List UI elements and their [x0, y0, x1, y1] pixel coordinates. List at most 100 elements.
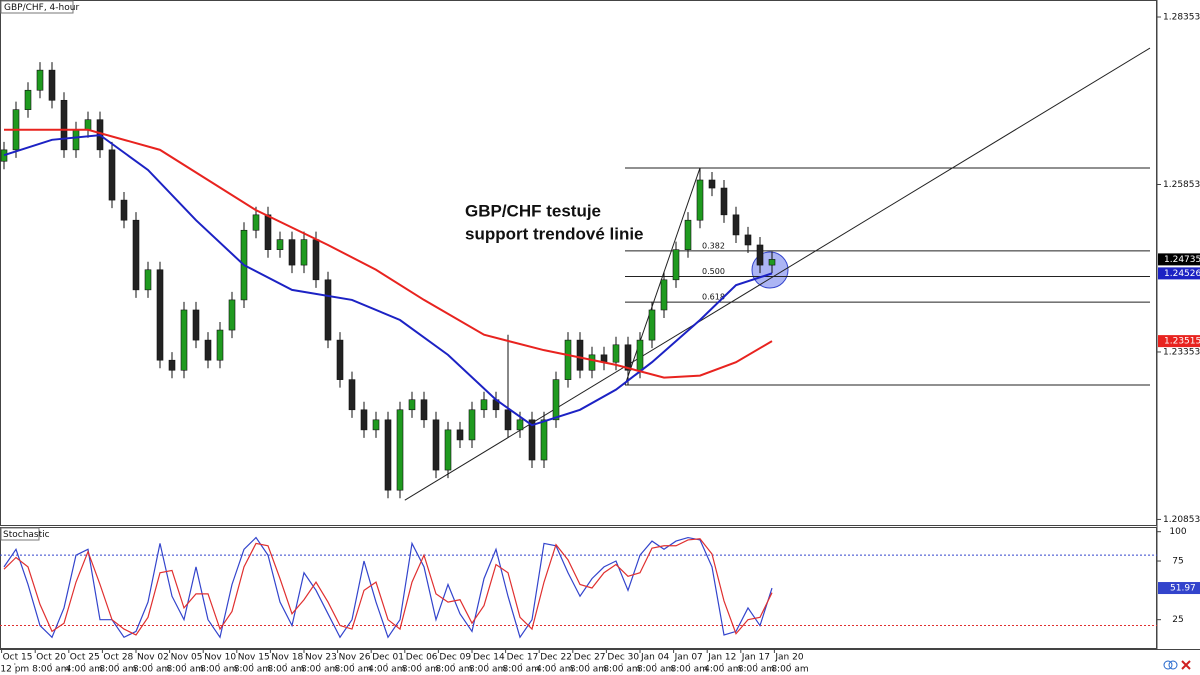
- candle-body: [36, 69, 44, 91]
- annotation: GBP/CHF testuje: [465, 201, 601, 220]
- stoch-tag: [1158, 582, 1200, 595]
- x-time-label: 4:00 am: [66, 665, 103, 675]
- stoch-frame: [0, 527, 1157, 649]
- candle-body: [672, 249, 680, 281]
- last-price-tag: [1158, 253, 1200, 266]
- x-time-label: 8:00 am: [301, 665, 338, 675]
- x-time-label: 8:00 am: [167, 665, 204, 675]
- x-time-label: 12 pm: [0, 665, 29, 675]
- x-time-label: 8:00 am: [234, 665, 271, 675]
- x-time-label: 8:00 am: [267, 665, 304, 675]
- icon[interactable]: [1163, 660, 1173, 670]
- x-tick-label: Jan 17: [741, 653, 770, 663]
- candle-body: [168, 359, 176, 371]
- stoch-title-box: [0, 527, 40, 541]
- x-tick-label: Nov 23: [305, 653, 337, 663]
- main-frame: [0, 0, 1157, 526]
- x-tick-label: Nov 10: [204, 653, 236, 663]
- icon[interactable]: [1168, 660, 1178, 670]
- x-time-label: 8:00 am: [469, 665, 506, 675]
- moving-average: [3, 134, 773, 427]
- x-tick-label: Nov 05: [171, 653, 203, 663]
- x-time-label: 8:00 am: [671, 665, 708, 675]
- candle-body: [624, 344, 632, 371]
- x-tick-label: Dec 30: [607, 653, 639, 663]
- y-tick-label: 25: [1172, 615, 1183, 625]
- candle-body: [72, 129, 80, 151]
- ma-tag: [1158, 267, 1200, 280]
- candle-body: [660, 279, 668, 311]
- icon[interactable]: [1181, 660, 1191, 670]
- ma-tag: [1158, 335, 1200, 348]
- candle-body: [60, 99, 68, 151]
- x-tick-label: Dec 06: [406, 653, 438, 663]
- x-tick-label: Jan 07: [674, 653, 703, 663]
- candle-body: [24, 89, 32, 110]
- candle-body: [228, 299, 236, 331]
- x-tick-label: Dec 14: [473, 653, 505, 663]
- candle-body: [684, 219, 692, 250]
- fib-label: 0.500: [702, 267, 725, 276]
- candle-body: [312, 239, 320, 281]
- candle-body: [456, 429, 464, 441]
- candle-body: [288, 239, 296, 266]
- x-tick-label: Jan 12: [707, 653, 736, 663]
- y-tick-label: 1.23353: [1163, 347, 1200, 357]
- candle-body: [612, 344, 620, 363]
- candle-body: [48, 69, 56, 101]
- chart-title: GBP/CHF, 4-hour: [4, 3, 79, 13]
- x-time-label: 8:00 am: [99, 665, 136, 675]
- candle-body: [444, 429, 452, 471]
- fib-label: 0.618: [702, 293, 725, 302]
- candle-body: [144, 269, 152, 291]
- x-time-label: 8:00 am: [435, 665, 472, 675]
- candle-body: [636, 339, 644, 371]
- candle-body: [360, 409, 368, 431]
- candle-body: [720, 187, 728, 216]
- candle-body: [0, 149, 8, 162]
- candle-body: [576, 339, 584, 371]
- candle-body: [192, 309, 200, 341]
- candle-body: [468, 409, 476, 441]
- x-tick-label: Dec 01: [372, 653, 404, 663]
- x-time-label: 8:00 am: [570, 665, 607, 675]
- candle-body: [276, 239, 284, 250]
- candle-body: [384, 419, 392, 491]
- x-time-label: 8:00 am: [32, 665, 69, 675]
- candle-body: [420, 399, 428, 421]
- candle-body: [252, 214, 260, 231]
- x-time-label: 8:00 am: [738, 665, 775, 675]
- candle-body: [84, 119, 92, 131]
- candle-body: [552, 379, 560, 421]
- toolbar-icons: [1163, 660, 1191, 670]
- x-tick-label: Oct 15: [3, 653, 33, 663]
- candle-body: [480, 399, 488, 411]
- x-tick-label: Oct 20: [36, 653, 66, 663]
- x-tick-label: Jan 04: [640, 653, 669, 663]
- fib-label: 0.382: [702, 241, 725, 250]
- y-tick-label: 1.25853: [1163, 180, 1200, 190]
- candle-body: [324, 279, 332, 341]
- candle-body: [504, 409, 512, 431]
- x-tick-label: Oct 25: [70, 653, 100, 663]
- candle-body: [708, 179, 716, 189]
- stoch-line: [3, 536, 773, 639]
- candle-body: [696, 179, 704, 221]
- stoch-tag-label: 51.97: [1170, 584, 1196, 594]
- trendline: [404, 47, 1151, 501]
- title-box: [0, 0, 74, 14]
- stoch-title: Stochastic: [3, 530, 50, 540]
- candle-body: [108, 149, 116, 201]
- x-time-label: 8:00 am: [503, 665, 540, 675]
- candle-body: [372, 419, 380, 431]
- candle-body: [120, 199, 128, 221]
- x-time-label: 8:00 am: [200, 665, 237, 675]
- candle-body: [540, 419, 548, 461]
- candle-body: [204, 339, 212, 361]
- x-time-label: 4:00 am: [536, 665, 573, 675]
- x-time-label: 4:00 am: [368, 665, 405, 675]
- candle-body: [648, 309, 656, 341]
- candle-body: [396, 409, 404, 491]
